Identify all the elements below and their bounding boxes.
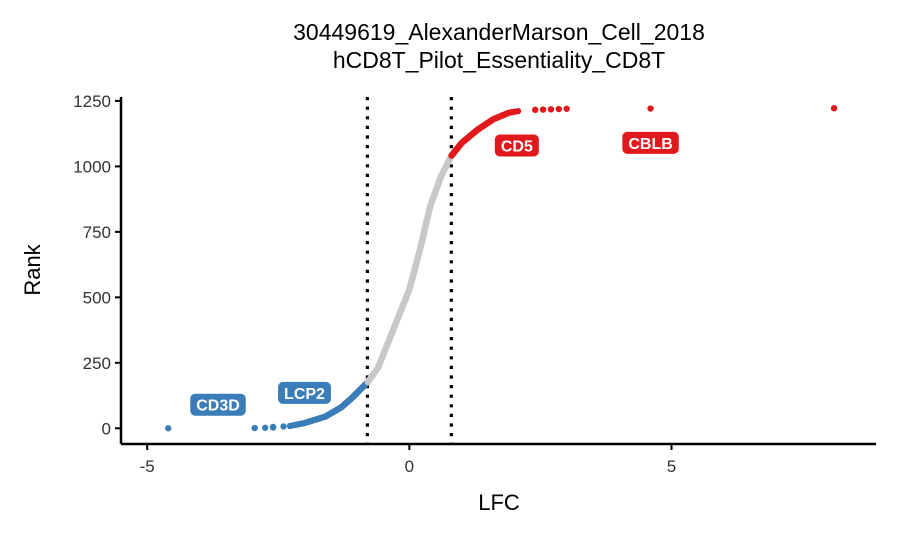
data-point-positive <box>532 106 539 114</box>
x-tick-label: 5 <box>667 457 676 476</box>
data-point-positive <box>514 107 522 115</box>
y-tick-label: 750 <box>83 223 111 242</box>
data-point-negative <box>251 424 258 432</box>
threshold-lines <box>365 97 453 444</box>
x-tick-label: -5 <box>140 457 155 476</box>
data-point-negative <box>280 423 287 430</box>
y-tick-label: 1250 <box>73 92 111 111</box>
gene-label-text: CD5 <box>501 138 533 155</box>
data-point-negative <box>164 425 172 432</box>
data-point-positive <box>647 105 654 112</box>
gene-label-box <box>278 381 331 404</box>
gene-label-text: CD3D <box>196 398 240 415</box>
gene-label-lcp2: LCP2 <box>278 381 331 404</box>
gene-label-text: LCP2 <box>284 386 325 403</box>
data-points <box>164 105 838 432</box>
data-point-positive <box>539 106 547 113</box>
chart-title: 30449619_AlexanderMarson_Cell_2018 <box>293 19 705 45</box>
y-axis-title: Rank <box>20 243 45 295</box>
data-point-positive <box>555 105 562 113</box>
data-point-negative <box>269 424 277 431</box>
x-axis-ticks: -5 0 5 <box>140 444 676 476</box>
gene-label-text: CBLB <box>628 136 672 153</box>
gene-label-box <box>190 393 246 416</box>
y-tick-label: 1000 <box>73 157 111 176</box>
data-point-negative <box>261 424 269 431</box>
gene-label-cd3d: CD3D <box>190 393 246 416</box>
y-tick-label: 500 <box>83 288 111 307</box>
data-point-positive <box>830 105 838 112</box>
y-tick-label: 0 <box>102 419 111 438</box>
data-point-positive <box>563 105 570 112</box>
gene-label-box <box>622 131 679 154</box>
gene-label-cd5: CD5 <box>494 134 539 157</box>
x-axis-title: LFC <box>478 490 520 515</box>
plot-area: CD3D LCP2 CD5 CBLB <box>164 97 838 444</box>
data-point-positive <box>547 106 555 113</box>
gene-labels: CD3D LCP2 CD5 CBLB <box>190 131 679 416</box>
gene-label-box <box>494 134 539 157</box>
gene-label-cblb: CBLB <box>622 131 679 154</box>
y-tick-label: 250 <box>83 354 111 373</box>
y-axis-ticks: 0 250 500 750 1000 1250 <box>73 92 121 438</box>
x-tick-label: 0 <box>405 457 414 476</box>
chart-subtitle: hCD8T_Pilot_Essentiality_CD8T <box>333 47 665 73</box>
